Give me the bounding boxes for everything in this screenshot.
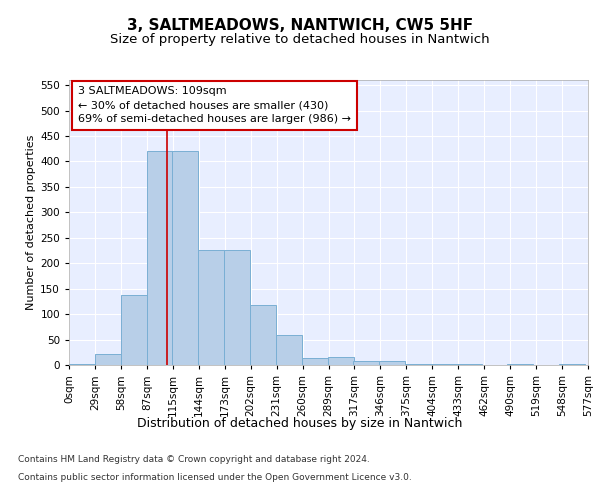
Bar bbox=[172, 151, 198, 365]
Bar bbox=[431, 364, 457, 365]
Bar bbox=[353, 362, 379, 365]
Text: Distribution of detached houses by size in Nantwich: Distribution of detached houses by size … bbox=[137, 418, 463, 430]
Bar bbox=[224, 250, 250, 365]
Bar bbox=[559, 364, 586, 365]
Bar bbox=[508, 364, 533, 365]
Text: 3 SALTMEADOWS: 109sqm
← 30% of detached houses are smaller (430)
69% of semi-det: 3 SALTMEADOWS: 109sqm ← 30% of detached … bbox=[78, 86, 351, 124]
Bar bbox=[379, 362, 404, 365]
Bar bbox=[250, 306, 276, 365]
Bar bbox=[198, 250, 224, 365]
Bar bbox=[121, 296, 147, 365]
Bar bbox=[69, 364, 95, 365]
Bar bbox=[302, 358, 328, 365]
Bar bbox=[147, 151, 173, 365]
Text: 3, SALTMEADOWS, NANTWICH, CW5 5HF: 3, SALTMEADOWS, NANTWICH, CW5 5HF bbox=[127, 18, 473, 32]
Bar bbox=[328, 358, 353, 365]
Bar bbox=[95, 354, 121, 365]
Text: Contains public sector information licensed under the Open Government Licence v3: Contains public sector information licen… bbox=[18, 472, 412, 482]
Bar bbox=[457, 364, 482, 365]
Bar bbox=[404, 364, 431, 365]
Text: Size of property relative to detached houses in Nantwich: Size of property relative to detached ho… bbox=[110, 32, 490, 46]
Text: Contains HM Land Registry data © Crown copyright and database right 2024.: Contains HM Land Registry data © Crown c… bbox=[18, 455, 370, 464]
Y-axis label: Number of detached properties: Number of detached properties bbox=[26, 135, 36, 310]
Bar bbox=[276, 336, 302, 365]
